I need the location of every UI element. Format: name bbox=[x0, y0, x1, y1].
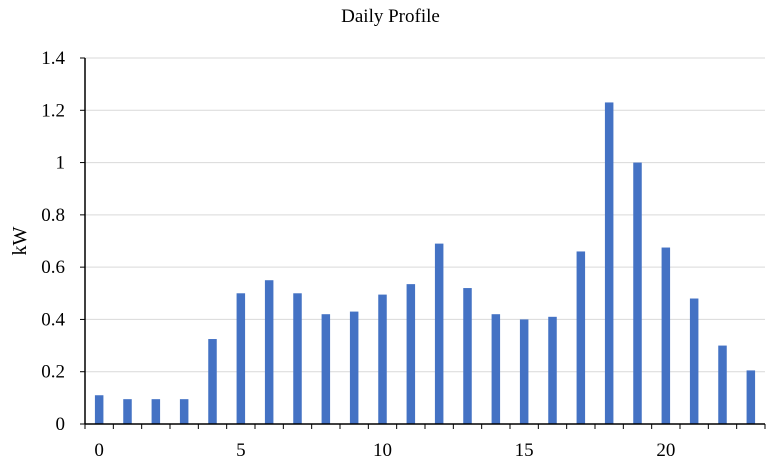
bars bbox=[94, 102, 756, 425]
bar-3 bbox=[179, 399, 189, 424]
x-tick-label: 15 bbox=[515, 440, 534, 461]
y-tick-label: 0 bbox=[56, 414, 66, 435]
x-tick-labels: 0 5 10 15 20 bbox=[94, 440, 675, 461]
bar-22 bbox=[718, 345, 727, 424]
x-tick-label: 0 bbox=[94, 440, 104, 461]
bar-23 bbox=[746, 370, 756, 424]
y-tick-label: 1.4 bbox=[41, 48, 65, 69]
bar-12 bbox=[434, 243, 444, 424]
bar-0 bbox=[94, 395, 104, 424]
axes bbox=[80, 57, 766, 429]
y-tick-label: 0.4 bbox=[41, 309, 65, 330]
bar-6 bbox=[264, 280, 274, 424]
bar-1 bbox=[123, 399, 132, 424]
bar-8 bbox=[321, 314, 331, 424]
y-tick-label: 1 bbox=[56, 153, 66, 174]
y-tick-label: 0.8 bbox=[41, 205, 65, 226]
bar-19 bbox=[633, 162, 642, 425]
bar-11 bbox=[406, 284, 416, 424]
y-tick-label: 1.2 bbox=[41, 100, 65, 121]
bar-9 bbox=[349, 311, 359, 424]
bar-2 bbox=[151, 399, 161, 424]
bar-13 bbox=[463, 288, 472, 424]
bar-14 bbox=[491, 314, 501, 424]
bar-4 bbox=[208, 339, 217, 424]
y-tick-label: 0.2 bbox=[41, 362, 65, 383]
x-tick-label: 20 bbox=[656, 440, 675, 461]
y-axis-label: kW bbox=[9, 226, 31, 255]
bar-16 bbox=[548, 316, 557, 424]
bar-17 bbox=[576, 251, 586, 424]
bar-10 bbox=[378, 294, 387, 424]
chart-title: Daily Profile bbox=[341, 6, 440, 27]
bar-5 bbox=[236, 293, 246, 424]
bar-18 bbox=[604, 102, 614, 424]
bar-15 bbox=[519, 319, 529, 424]
bar-21 bbox=[689, 298, 699, 424]
gridlines bbox=[85, 57, 765, 373]
x-tick-label: 5 bbox=[236, 440, 246, 461]
x-tick-label: 10 bbox=[373, 440, 392, 461]
y-tick-label: 0.6 bbox=[41, 257, 65, 278]
bar-7 bbox=[293, 293, 302, 424]
bar-20 bbox=[661, 247, 671, 424]
y-tick-labels: 0 0.2 0.4 0.6 0.8 1 1.2 1.4 bbox=[41, 48, 65, 435]
